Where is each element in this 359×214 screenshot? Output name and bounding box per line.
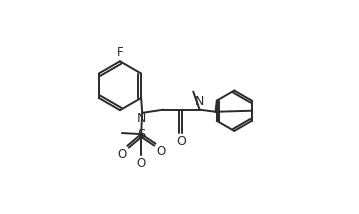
Text: F: F	[117, 46, 123, 59]
Text: O: O	[136, 158, 146, 171]
Text: O: O	[177, 135, 186, 148]
Text: S: S	[137, 128, 145, 141]
Text: N: N	[136, 112, 146, 125]
Text: N: N	[195, 95, 204, 108]
Text: O: O	[117, 147, 126, 160]
Text: O: O	[157, 145, 166, 158]
